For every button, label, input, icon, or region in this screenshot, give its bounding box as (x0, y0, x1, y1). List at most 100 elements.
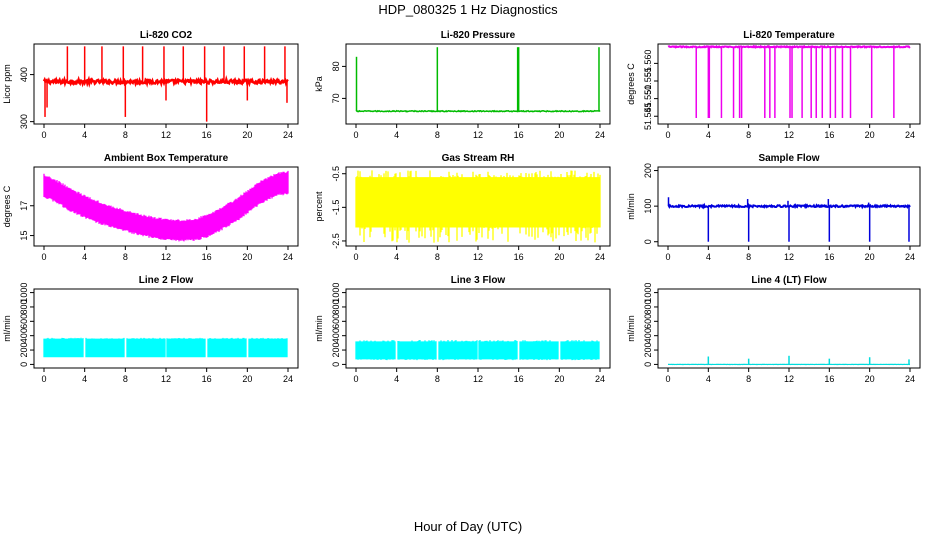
y-axis-label: ml/min (314, 315, 324, 342)
y-tick-label: 600 (643, 314, 653, 329)
y-tick-label: 1000 (19, 283, 29, 303)
y-tick-label: 100 (643, 199, 653, 214)
x-tick-label: 12 (784, 374, 794, 384)
series-line (355, 109, 601, 113)
y-axis-label: degrees C (2, 185, 12, 227)
x-tick-label: 0 (41, 130, 46, 140)
y-axis-label: percent (314, 191, 324, 222)
x-tick-label: 8 (435, 374, 440, 384)
series-band (355, 170, 601, 243)
figure-title: HDP_080325 1 Hz Diagnostics (378, 2, 558, 17)
x-tick-label: 16 (514, 130, 524, 140)
y-tick-label: 400 (331, 328, 341, 343)
y-tick-label: 0 (643, 239, 653, 244)
chart-title: Line 4 (LT) Flow (751, 275, 827, 286)
chart-panel: Li-820 Temperature degrees C 0 4 8 12 16 20 24 51… (626, 30, 921, 140)
x-tick-label: 24 (595, 252, 605, 262)
y-tick-label: 800 (19, 299, 29, 314)
x-tick-label: 16 (202, 130, 212, 140)
x-tick-label: 12 (784, 252, 794, 262)
y-tick-label: 17 (19, 201, 29, 211)
x-tick-label: 12 (161, 130, 171, 140)
chart-title: Li-820 Pressure (441, 30, 516, 41)
y-tick-label: 600 (19, 314, 29, 329)
x-tick-label: 0 (353, 252, 358, 262)
x-tick-label: 24 (595, 130, 605, 140)
y-tick-label: 70 (331, 93, 341, 103)
series-band (355, 340, 600, 361)
x-tick-label: 16 (202, 252, 212, 262)
x-tick-label: 8 (123, 374, 128, 384)
y-tick-label: 0 (331, 362, 341, 367)
y-tick-label: 200 (19, 343, 29, 358)
x-tick-label: 20 (865, 252, 875, 262)
x-tick-label: 4 (706, 374, 711, 384)
y-tick-label: 300 (19, 114, 29, 129)
x-tick-label: 0 (353, 130, 358, 140)
x-tick-label: 16 (514, 252, 524, 262)
chart-panel: Line 3 Flow ml/min 0 4 8 12 16 20 24 0 20040060080… (314, 275, 611, 384)
y-tick-label: 800 (331, 299, 341, 314)
y-tick-label: 200 (643, 163, 653, 178)
x-tick-label: 24 (905, 374, 915, 384)
y-tick-label: 400 (19, 328, 29, 343)
x-tick-label: 20 (242, 374, 252, 384)
chart-panel: Sample Flow ml/min 0 4 8 12 16 20 24 0 100 200 (626, 153, 921, 262)
x-tick-label: 8 (746, 130, 751, 140)
x-tick-label: 12 (161, 252, 171, 262)
y-tick-label: 0 (643, 362, 653, 367)
x-tick-label: 16 (824, 374, 834, 384)
x-tick-label: 20 (554, 374, 564, 384)
chart-panel: Line 2 Flow ml/min 0 4 8 12 16 20 24 0 20040060080… (2, 275, 299, 384)
y-tick-label: -2.5 (331, 233, 341, 249)
x-tick-label: 20 (865, 130, 875, 140)
x-tick-label: 0 (353, 374, 358, 384)
chart-panel: Li-820 CO2 Licor ppm 0 4 8 12 16 20 24 300 400 (2, 30, 299, 140)
x-tick-label: 16 (514, 374, 524, 384)
y-axis-label: ml/min (626, 193, 636, 220)
x-tick-label: 20 (554, 130, 564, 140)
series-band (43, 337, 288, 358)
x-tick-label: 8 (123, 130, 128, 140)
x-tick-label: 12 (161, 374, 171, 384)
chart-title: Li-820 CO2 (140, 30, 193, 41)
x-tick-label: 12 (784, 130, 794, 140)
x-tick-label: 16 (824, 252, 834, 262)
x-tick-label: 24 (283, 374, 293, 384)
x-tick-label: 24 (595, 374, 605, 384)
series-band (43, 170, 289, 242)
x-tick-label: 8 (123, 252, 128, 262)
y-tick-label: 200 (643, 343, 653, 358)
y-tick-label: 80 (331, 61, 341, 71)
plot-area (355, 170, 601, 243)
y-tick-label: 600 (331, 314, 341, 329)
x-tick-label: 24 (283, 130, 293, 140)
x-tick-label: 20 (242, 130, 252, 140)
y-tick-label: 400 (19, 67, 29, 82)
x-tick-label: 16 (202, 374, 212, 384)
x-tick-label: 12 (473, 252, 483, 262)
y-tick-label: 51.550 (643, 85, 653, 113)
y-tick-label: -0.5 (331, 166, 341, 182)
chart-title: Line 3 Flow (451, 275, 506, 286)
plot-area (355, 340, 600, 361)
x-tick-label: 24 (905, 252, 915, 262)
y-axis-label: ml/min (2, 315, 12, 342)
chart-title: Ambient Box Temperature (104, 153, 229, 164)
chart-panel: Ambient Box Temperature degrees C 0 4 8 12 16 2… (2, 153, 299, 262)
x-tick-label: 0 (665, 130, 670, 140)
y-tick-label: 1000 (643, 283, 653, 303)
y-tick-label: 51.555 (643, 67, 653, 95)
x-tick-label: 20 (865, 374, 875, 384)
y-axis-label: ml/min (626, 315, 636, 342)
plot-area (43, 337, 288, 358)
y-tick-label: 0 (19, 362, 29, 367)
y-tick-label: 15 (19, 231, 29, 241)
y-tick-label: 51.560 (643, 50, 653, 78)
chart-title: Li-820 Temperature (743, 30, 835, 41)
x-tick-label: 4 (82, 252, 87, 262)
x-tick-label: 16 (824, 130, 834, 140)
plot-area (43, 170, 289, 242)
y-tick-label: 800 (643, 299, 653, 314)
chart-title: Line 2 Flow (139, 275, 194, 286)
